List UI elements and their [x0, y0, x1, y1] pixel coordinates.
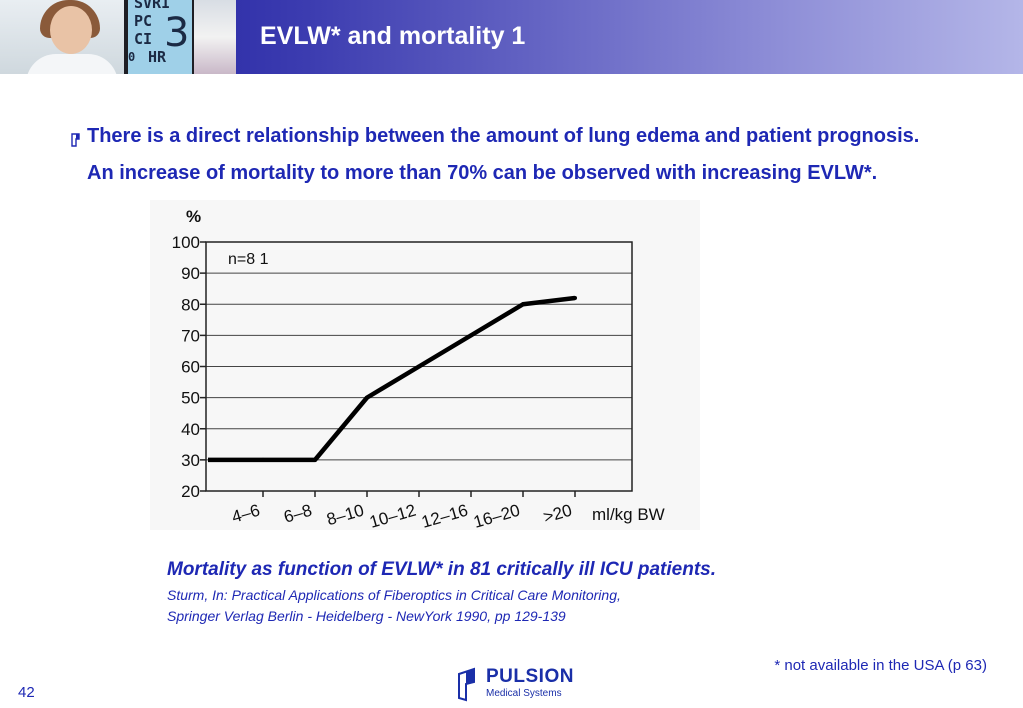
x-tick-label: 6–8 — [282, 501, 315, 527]
x-axis-ticks: 4–6 6–8 8–10 10–12 12–16 16–20 >20 — [230, 491, 576, 530]
monitor-value: 3 — [164, 10, 190, 56]
logo-name: PULSION — [486, 666, 574, 687]
y-tick-label: 20 — [181, 482, 200, 501]
pulsion-logo-icon — [458, 667, 475, 702]
data-point — [469, 333, 473, 338]
data-points — [261, 296, 577, 462]
x-tick-label: 16–20 — [471, 501, 522, 530]
header-banner: SVRI PC CI HR 0 3 EVLW* and mortality 1 — [0, 0, 1023, 74]
y-tick-label: 60 — [181, 358, 200, 377]
bullet-text-line1: There is a direct relationship between t… — [87, 125, 920, 147]
data-point — [521, 302, 525, 307]
data-point — [313, 457, 317, 462]
footnote: * not available in the USA (p 63) — [774, 657, 987, 674]
x-axis-label: ml/kg BW — [592, 505, 665, 524]
chart-grid — [206, 272, 632, 461]
header-photo: SVRI PC CI HR 0 3 — [0, 0, 236, 74]
y-tick-label: 70 — [181, 326, 200, 345]
y-axis-label: % — [186, 207, 201, 226]
caption-source-line1: Sturm, In: Practical Applications of Fib… — [167, 587, 621, 603]
y-tick-label: 50 — [181, 389, 200, 408]
logo-subtitle: Medical Systems — [486, 688, 562, 699]
y-tick-label: 100 — [172, 233, 200, 252]
x-tick-label: 12–16 — [419, 501, 470, 530]
monitor-label: 0 — [128, 50, 136, 64]
doctor-image — [0, 0, 124, 74]
monitor-label: HR — [148, 48, 167, 66]
data-point — [365, 395, 369, 400]
series-line-mortality — [208, 295, 576, 463]
monitor-image: SVRI PC CI HR 0 3 — [124, 0, 236, 74]
y-tick-label: 40 — [181, 420, 200, 439]
page-number: 42 — [18, 684, 35, 701]
y-axis-ticks: 20 30 40 50 60 70 80 90 100 — [172, 233, 206, 501]
data-point — [417, 364, 421, 369]
x-tick-label: 10–12 — [367, 501, 418, 530]
monitor-label: SVRI — [134, 0, 171, 12]
x-tick-label: >20 — [541, 501, 574, 527]
caption-source-line2: Springer Verlag Berlin - Heidelberg - Ne… — [167, 608, 566, 624]
caption-title: Mortality as function of EVLW* in 81 cri… — [167, 559, 716, 580]
x-tick-label: 4–6 — [230, 501, 263, 527]
bullet-text-line2: An increase of mortality to more than 70… — [87, 162, 878, 184]
monitor-label: PC — [134, 12, 153, 30]
y-tick-label: 90 — [181, 264, 200, 283]
data-point — [261, 457, 265, 462]
tubes-image — [194, 0, 236, 74]
data-point — [573, 296, 577, 301]
y-tick-label: 80 — [181, 295, 200, 314]
bullet-icon — [71, 133, 80, 147]
x-tick-label: 8–10 — [325, 501, 367, 530]
monitor-label: CI — [134, 30, 153, 48]
slide-title: EVLW* and mortality 1 — [260, 22, 526, 50]
y-tick-label: 30 — [181, 451, 200, 470]
mortality-chart: 20 30 40 50 60 70 80 90 100 4–6 6–8 8–10 10–12 12–16… — [172, 207, 665, 530]
pulsion-logo: PULSION Medical Systems — [456, 664, 586, 704]
sample-size-annotation: n=8 1 — [228, 251, 269, 268]
